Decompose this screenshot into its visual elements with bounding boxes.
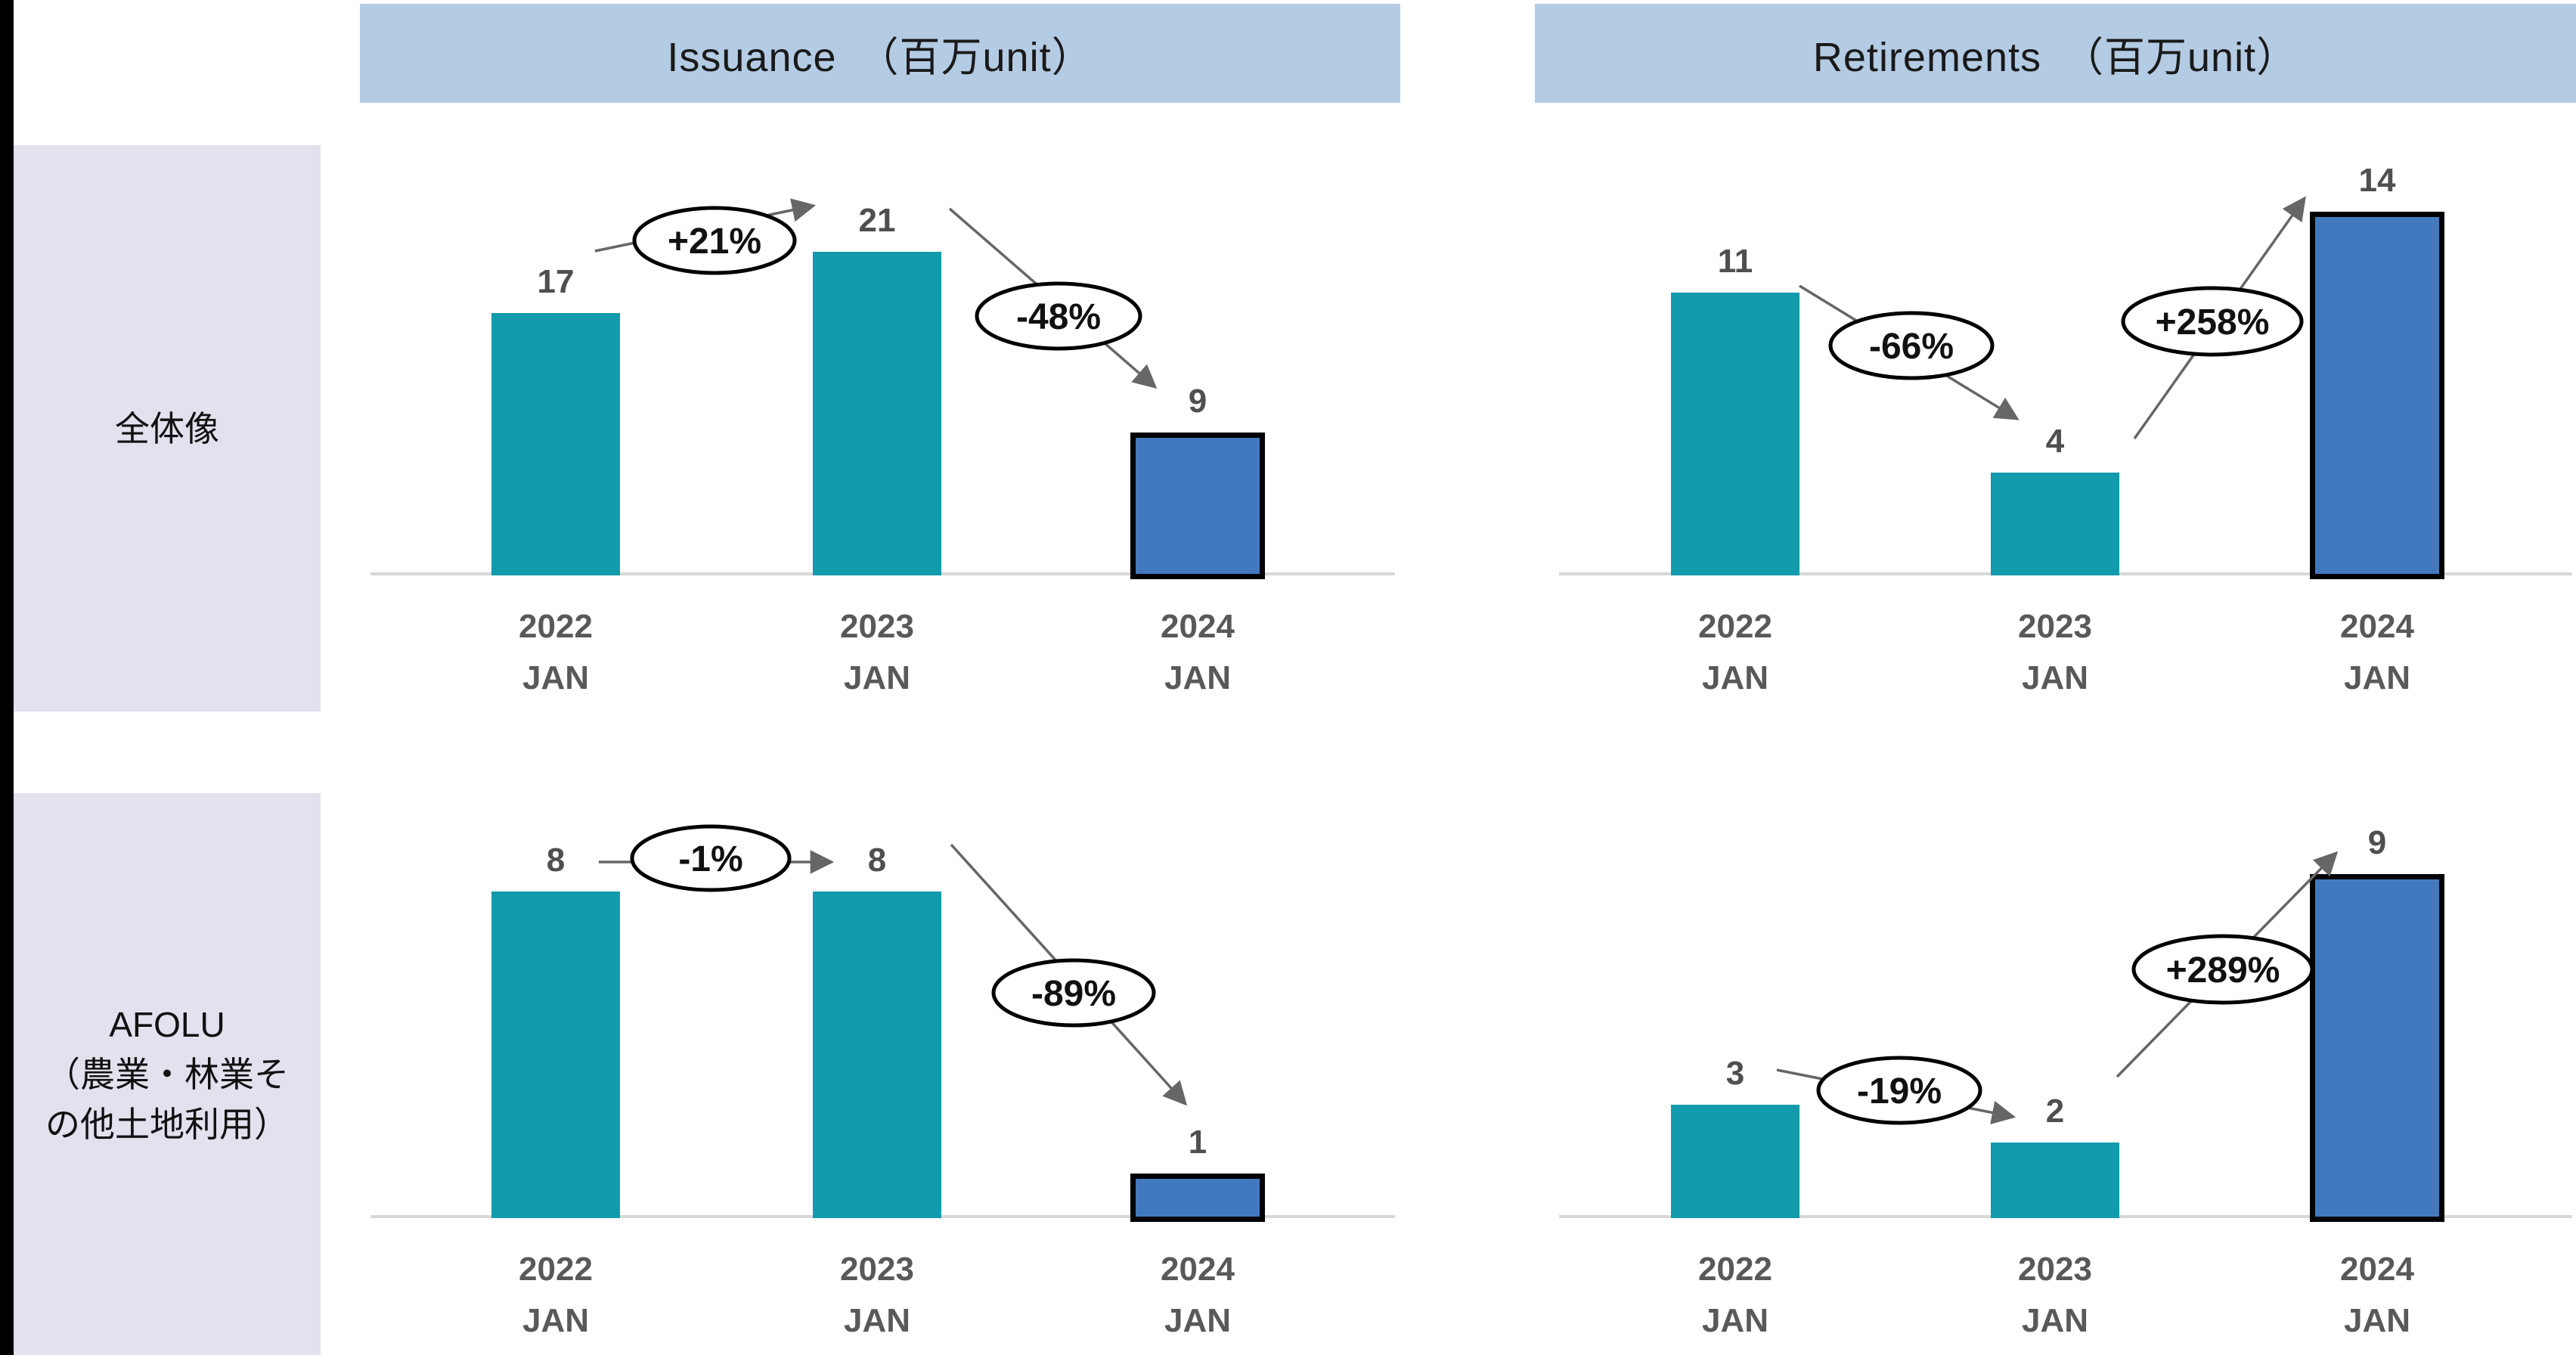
left-edge-bar [0,0,14,1355]
row-header-afolu-line2: （農業・林業そ [45,1054,289,1094]
bar-issuance-overall-2024 [1130,433,1265,579]
value-label-issuance-overall-2023: 21 [858,202,896,239]
annotation-ellipse-retirements-overall-1 [2121,286,2304,357]
row-header-afolu-line1: AFOLU [109,1004,225,1044]
bar-retirements-overall-2024 [2310,212,2444,579]
column-header-retirements-label: Retirements （百万unit） [1812,35,2299,80]
category-year-retirements-overall-2024: 2024 [2340,608,2414,645]
category-year-issuance-afolu-2022: 2022 [519,1251,593,1288]
category-month-retirements-overall-2024: JAN [2343,659,2411,696]
value-label-issuance-overall-2022: 17 [537,263,575,300]
category-year-retirements-overall-2022: 2022 [1698,608,1772,645]
category-year-issuance-afolu-2023: 2023 [840,1251,914,1288]
column-header-issuance-label: Issuance （百万unit） [667,35,1093,80]
annotation-arrow-issuance-overall-0 [594,198,817,253]
category-year-retirements-afolu-2023: 2023 [2018,1251,2092,1288]
value-label-issuance-overall-2024: 9 [1188,383,1207,420]
annotation-arrow-issuance-overall-1 [948,207,1158,389]
value-label-retirements-afolu-2023: 2 [2045,1093,2065,1130]
value-label-retirements-overall-2022: 11 [1717,243,1753,280]
annotation-label-retirements-overall-0: -66% [1869,327,1954,367]
annotation-ellipse-retirements-afolu-1 [2131,934,2314,1005]
bar-issuance-overall-2023 [813,252,941,575]
annotation-ellipse-issuance-overall-1 [975,281,1142,351]
column-header-issuance: Issuance （百万unit） [360,4,1400,103]
annotation-label-issuance-afolu-0: -1% [678,839,742,879]
category-month-issuance-afolu-2024: JAN [1164,1302,1232,1339]
category-month-issuance-overall-2022: JAN [522,659,590,696]
annotation-arrow-retirements-overall-1 [2133,196,2306,440]
bar-retirements-afolu-2022 [1671,1105,1799,1218]
category-year-issuance-overall-2024: 2024 [1161,608,1235,645]
bar-issuance-afolu-2024 [1130,1174,1265,1222]
annotation-ellipse-issuance-overall-0 [632,206,797,275]
category-month-issuance-overall-2024: JAN [1164,659,1232,696]
column-header-retirements: Retirements （百万unit） [1535,4,2576,103]
category-year-issuance-overall-2023: 2023 [840,608,914,645]
annotation-arrow-issuance-afolu-1 [950,843,1188,1106]
category-year-retirements-afolu-2022: 2022 [1698,1251,1772,1288]
category-month-issuance-afolu-2023: JAN [843,1302,911,1339]
row-header-overall-label: 全体像 [115,408,219,448]
category-month-retirements-afolu-2024: JAN [2343,1302,2411,1339]
annotation-label-retirements-overall-1: +258% [2156,302,2270,343]
value-label-retirements-afolu-2024: 9 [2367,824,2387,861]
value-label-issuance-afolu-2023: 8 [867,842,887,879]
annotation-ellipse-issuance-afolu-0 [630,824,792,892]
value-label-issuance-afolu-2022: 8 [546,842,566,879]
category-month-issuance-overall-2023: JAN [843,659,911,696]
row-header-afolu: AFOLU （農業・林業そ の他土地利用） [14,793,321,1355]
category-month-issuance-afolu-2022: JAN [522,1302,590,1339]
bar-retirements-overall-2022 [1671,293,1799,575]
bar-issuance-afolu-2023 [813,891,941,1218]
value-label-issuance-afolu-2024: 1 [1188,1124,1207,1161]
annotation-arrow-retirements-overall-0 [1799,284,2020,420]
category-year-retirements-afolu-2024: 2024 [2340,1251,2414,1288]
bar-issuance-overall-2022 [491,313,620,575]
category-month-retirements-overall-2023: JAN [2021,659,2089,696]
annotation-label-issuance-afolu-1: -89% [1031,974,1116,1014]
annotation-label-issuance-overall-0: +21% [668,222,761,262]
annotation-ellipse-retirements-overall-0 [1828,311,1995,380]
category-month-retirements-afolu-2023: JAN [2021,1302,2089,1339]
bar-retirements-afolu-2024 [2310,874,2444,1222]
annotation-ellipse-retirements-afolu-0 [1816,1056,1982,1125]
row-header-afolu-line3: の他土地利用） [45,1104,289,1144]
annotation-label-issuance-overall-1: -48% [1016,297,1101,337]
category-month-retirements-afolu-2022: JAN [1701,1302,1769,1339]
bar-issuance-afolu-2022 [491,891,620,1218]
value-label-retirements-overall-2024: 14 [2358,162,2396,199]
annotation-ellipse-issuance-afolu-1 [991,958,1156,1028]
annotation-label-retirements-afolu-0: -19% [1857,1071,1942,1112]
category-year-retirements-overall-2023: 2023 [2018,608,2092,645]
value-label-retirements-overall-2023: 4 [2045,423,2065,460]
annotation-arrow-retirements-afolu-1 [2116,851,2339,1078]
category-year-issuance-afolu-2024: 2024 [1161,1251,1235,1288]
annotation-label-retirements-afolu-1: +289% [2166,950,2280,991]
category-year-issuance-overall-2022: 2022 [519,608,593,645]
row-header-overall: 全体像 [14,145,321,712]
bar-retirements-overall-2023 [1991,473,2119,575]
category-month-retirements-overall-2022: JAN [1701,659,1769,696]
value-label-retirements-afolu-2022: 3 [1725,1055,1745,1092]
bar-retirements-afolu-2023 [1991,1143,2119,1218]
